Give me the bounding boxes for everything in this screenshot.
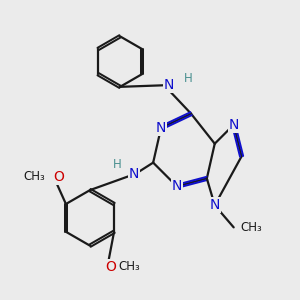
Text: N: N [129, 167, 140, 181]
Text: CH₃: CH₃ [118, 260, 140, 273]
Text: CH₃: CH₃ [240, 221, 262, 234]
Text: O: O [51, 170, 62, 184]
Text: O: O [105, 260, 116, 274]
Text: N: N [172, 179, 182, 193]
Text: N: N [209, 198, 220, 212]
Text: H: H [112, 158, 121, 171]
Text: methoxy: methoxy [30, 176, 36, 178]
Text: N: N [164, 78, 174, 92]
Text: N: N [156, 121, 166, 135]
Text: N: N [229, 118, 239, 132]
Text: CH₃: CH₃ [24, 170, 46, 183]
Text: O: O [53, 170, 64, 184]
Text: H: H [184, 72, 192, 86]
